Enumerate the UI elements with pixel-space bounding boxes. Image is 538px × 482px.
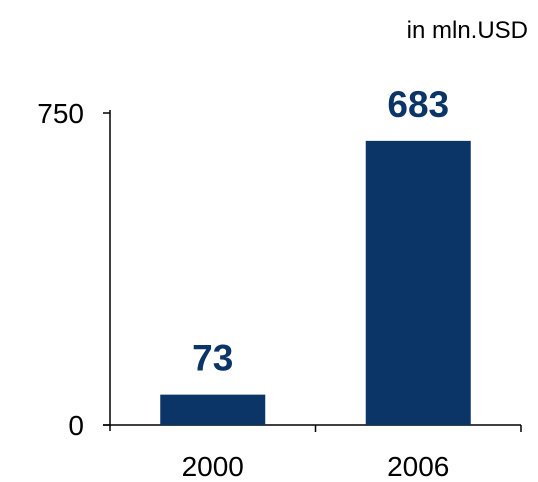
category-label-2000: 2000 [182, 451, 244, 482]
bar-2006 [365, 140, 471, 425]
data-label-2000: 73 [192, 338, 233, 379]
bars-group [160, 140, 471, 425]
unit-label: in mln.USD [407, 17, 528, 44]
y-tick-label: 0 [68, 410, 84, 441]
x-axis-ticks [314, 425, 522, 432]
data-labels-group: 73 683 [192, 84, 449, 379]
category-labels-group: 2000 2006 [182, 451, 450, 482]
bar-2000 [160, 394, 266, 425]
data-label-2006: 683 [387, 84, 449, 125]
y-tick-label: 750 [37, 98, 84, 129]
y-axis-ticks: 0 750 [37, 98, 110, 441]
category-label-2006: 2006 [387, 451, 449, 482]
